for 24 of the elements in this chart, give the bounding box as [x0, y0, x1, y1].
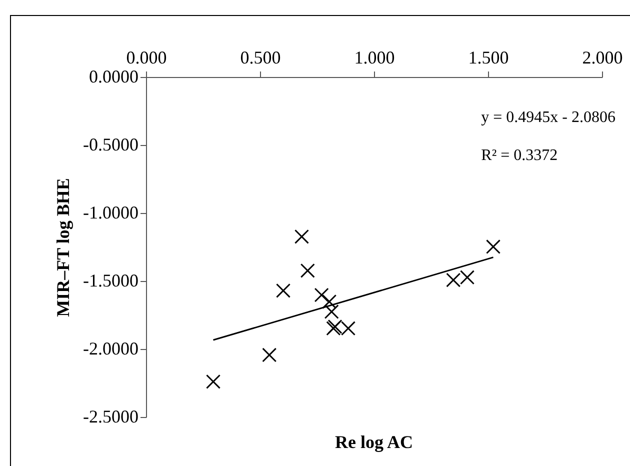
point	[322, 294, 337, 309]
point	[206, 374, 221, 389]
point	[314, 288, 329, 302]
y-tick-label: -0.5000	[83, 134, 138, 154]
y-tick-label: -1.0000	[83, 202, 138, 222]
point	[486, 239, 501, 254]
point	[276, 283, 291, 298]
y-tick-label: -2.0000	[83, 338, 138, 358]
y-tick-label: -2.5000	[83, 406, 138, 426]
x-tick-label: 1.500	[468, 48, 509, 68]
annotation: y = 0.4945x - 2.0806	[481, 109, 616, 126]
x-tick-label: 2.000	[582, 48, 623, 68]
x-tick-label: 1.000	[354, 48, 395, 68]
y-axis-title: MIR–FT log BHE	[53, 178, 74, 317]
y-tick-label: -1.5000	[83, 270, 138, 290]
x-tick-label: 0.000	[126, 48, 167, 68]
point	[294, 229, 309, 244]
x-axis-title: Re log AC	[335, 432, 413, 452]
point	[300, 263, 315, 278]
x-tick-label: 0.500	[240, 48, 281, 68]
annotation: R² = 0.3372	[481, 147, 558, 164]
point	[324, 304, 339, 320]
y-tick-label: 0.0000	[89, 66, 138, 86]
point	[262, 348, 277, 362]
